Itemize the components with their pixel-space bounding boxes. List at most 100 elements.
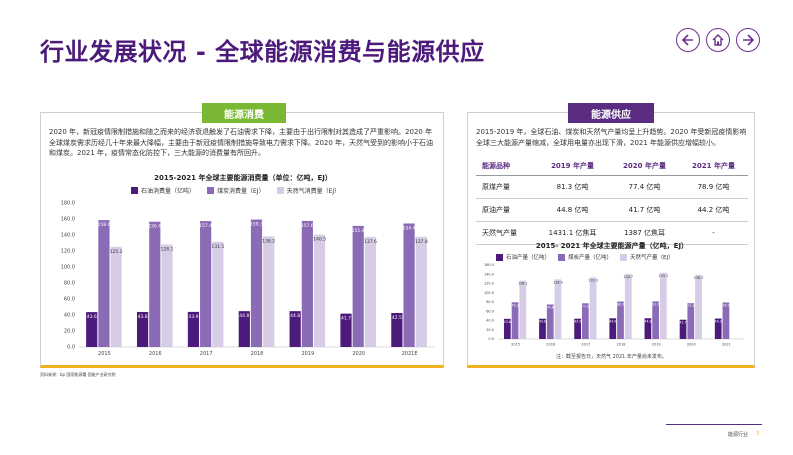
legend-label: 石油产量（亿吨） bbox=[506, 255, 551, 261]
footer-label: 能源行业 bbox=[728, 432, 749, 438]
bar-value-label: 157.6 bbox=[301, 223, 314, 229]
bar-value-label: 74.6 bbox=[547, 305, 554, 309]
bar-value-label: 41.7 bbox=[341, 316, 351, 322]
bar-value-label: 43.6 bbox=[87, 314, 97, 320]
y-tick-label: 180.0 bbox=[61, 201, 75, 207]
bar-value-label: 43.8 bbox=[138, 314, 148, 320]
y-tick-label: 160.0 bbox=[61, 217, 75, 223]
supply-table: 能源品种 2019 年产量 2020 年产量 2021 年产量 原煤产量 81.… bbox=[476, 157, 748, 245]
legend-label: 煤炭消费量（EJ） bbox=[217, 188, 265, 195]
bar-value-label: 44.8 bbox=[644, 319, 651, 323]
bar-value-label: 42.5 bbox=[392, 315, 402, 321]
consumption-panel: 能源消费 2020 年，新冠疫情限制措施和随之而来的经济衰退触发了石油需求下降，… bbox=[40, 103, 444, 368]
table-header: 2019 年产量 bbox=[535, 157, 611, 176]
table-cell: 41.7 亿吨 bbox=[610, 198, 679, 222]
x-tick-label: 2019 bbox=[652, 343, 661, 347]
footer-divider bbox=[666, 424, 762, 425]
bar-value-label: 158.6 bbox=[97, 222, 110, 228]
table-row: 天然气产量 1431.1 亿焦耳 1387 亿焦耳 - bbox=[476, 221, 748, 245]
legend-item: 石油产量（亿吨） bbox=[496, 253, 550, 261]
supply-tab: 能源供应 bbox=[568, 103, 654, 123]
supply-chart-title: 2015- 2021 年全球主要能源产量（亿吨，EJ） bbox=[535, 242, 689, 250]
bar-value-label: 44.2 bbox=[715, 320, 722, 324]
supply-legend: 石油产量（亿吨） 煤炭产量（亿吨） 天然气产量（EJ） bbox=[496, 253, 674, 261]
table-cell: 原煤产量 bbox=[476, 175, 536, 199]
bar bbox=[609, 318, 617, 339]
back-button[interactable] bbox=[676, 28, 700, 52]
bar bbox=[340, 313, 352, 347]
table-cell: 78.9 亿吨 bbox=[679, 175, 748, 199]
bar bbox=[364, 236, 377, 347]
bar-value-label: 79.3 bbox=[511, 303, 518, 307]
consumption-tab: 能源消费 bbox=[202, 103, 286, 123]
bar bbox=[503, 318, 511, 339]
bar bbox=[403, 223, 415, 347]
bar-value-label: 131.5 bbox=[211, 244, 224, 250]
bar bbox=[554, 279, 562, 339]
x-tick-label: 2019 bbox=[301, 351, 314, 357]
source-note: 资料来源：bp 国家能源署 国能产业研究院 bbox=[40, 372, 116, 377]
legend-item: 煤炭产量（亿吨） bbox=[558, 253, 612, 261]
bar bbox=[263, 236, 275, 347]
bar bbox=[212, 241, 224, 347]
bar bbox=[652, 301, 660, 339]
bar bbox=[687, 303, 695, 339]
x-tick-label: 2015 bbox=[511, 343, 520, 347]
bar-value-label: 151.4 bbox=[352, 228, 365, 234]
x-tick-label: 2016 bbox=[546, 343, 555, 347]
bar-value-label: 81.3 bbox=[652, 302, 659, 306]
page-title: 行业发展状况 - 全球能源消费与能源供应 bbox=[40, 38, 485, 66]
bar bbox=[714, 318, 722, 339]
bar bbox=[86, 312, 98, 347]
bar bbox=[511, 302, 519, 339]
bar-value-label: 44.8 bbox=[290, 313, 300, 319]
bar bbox=[589, 277, 597, 339]
consumption-description: 2020 年，新冠疫情限制措施和随之而来的经济衰退触发了石油需求下降，主要由于出… bbox=[49, 128, 434, 157]
table-cell: 44.8 亿吨 bbox=[535, 198, 611, 222]
bar-value-label: 43.9 bbox=[574, 320, 581, 324]
table-header: 2021 年产量 bbox=[679, 157, 748, 176]
bar bbox=[352, 225, 364, 347]
bar bbox=[624, 273, 632, 339]
y-tick-label: 80.0 bbox=[64, 281, 75, 287]
home-button[interactable] bbox=[706, 28, 730, 52]
legend-item: 天然气消费量（EJ） bbox=[276, 186, 341, 195]
table-header-row: 能源品种 2019 年产量 2020 年产量 2021 年产量 bbox=[476, 157, 748, 176]
bar-value-label: 41.7 bbox=[679, 321, 686, 325]
y-tick-label: 20.0 bbox=[64, 329, 75, 335]
bar bbox=[289, 311, 301, 347]
bar-value-label: 77.2 bbox=[582, 304, 589, 308]
bar-value-label: 78.9 bbox=[722, 304, 729, 308]
y-tick-label: 80.0 bbox=[486, 300, 494, 304]
bar-value-label: 125.2 bbox=[110, 249, 123, 255]
bar bbox=[679, 319, 687, 339]
legend-label: 天然气消费量（EJ） bbox=[286, 188, 341, 195]
bar-value-label: 140.7 bbox=[624, 275, 633, 279]
table-cell: 天然气产量 bbox=[476, 221, 536, 245]
bar-value-label: 77.4 bbox=[687, 304, 694, 308]
bar bbox=[391, 313, 403, 347]
legend-item: 石油消费量（亿吨） bbox=[131, 186, 195, 195]
x-tick-label: 2018 bbox=[251, 351, 264, 357]
bar bbox=[98, 220, 110, 347]
bar-value-label: 154.4 bbox=[403, 225, 416, 231]
bar bbox=[581, 303, 589, 339]
home-icon bbox=[712, 34, 724, 46]
table-header: 2020 年产量 bbox=[610, 157, 679, 176]
bar bbox=[250, 219, 263, 347]
forward-button[interactable] bbox=[736, 28, 760, 52]
table-row: 原煤产量 81.3 亿吨 77.4 亿吨 78.9 亿吨 bbox=[476, 175, 748, 199]
bar bbox=[301, 220, 313, 347]
table-cell: 81.3 亿吨 bbox=[535, 175, 611, 199]
table-cell: - bbox=[679, 221, 748, 245]
bar-value-label: 128.9 bbox=[553, 280, 562, 284]
x-tick-label: 2016 bbox=[149, 351, 162, 357]
bar-value-label: 43.6 bbox=[504, 320, 511, 324]
x-tick-label: 2018 bbox=[617, 343, 626, 347]
bar-value-label: 138.7 bbox=[694, 276, 703, 280]
legend-label: 煤炭产量（亿吨） bbox=[568, 255, 613, 261]
table-cell: 原油产量 bbox=[476, 198, 536, 222]
bar bbox=[110, 246, 122, 347]
supply-chart-note: 注：截至报告日，天然气 2021 年产量尚未发布。 bbox=[556, 354, 667, 360]
supply-chart: 0.0 20.0 40.0 60.0 80.0 100.0 120.0 140.0 160.0 4… bbox=[484, 263, 744, 347]
